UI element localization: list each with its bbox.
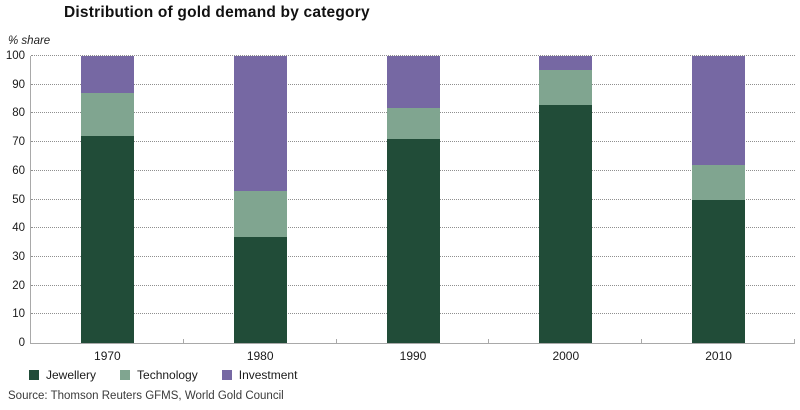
y-tick-label-50: 50: [12, 193, 25, 206]
bar-segment-jewellery-2000: [539, 104, 593, 343]
bar-segment-jewellery-1990: [386, 139, 440, 343]
y-tick-label-60: 60: [12, 164, 25, 177]
y-tick-label-30: 30: [12, 250, 25, 263]
y-tick-label-90: 90: [12, 78, 25, 91]
legend-item-jewellery: Jewellery: [29, 368, 96, 382]
legend-label-technology: Technology: [137, 368, 198, 382]
bar-segment-technology-1990: [386, 107, 440, 140]
y-tick-label-70: 70: [12, 136, 25, 149]
bar-segment-jewellery-1980: [233, 236, 287, 343]
x-tick-label-1990: 1990: [399, 349, 427, 363]
bar-segment-technology-1980: [233, 190, 287, 237]
legend-label-jewellery: Jewellery: [46, 368, 97, 382]
bar-segment-technology-2010: [692, 165, 746, 200]
legend-item-technology: Technology: [120, 368, 198, 382]
x-axis-tick: [335, 339, 337, 343]
legend-swatch-jewellery: [29, 370, 39, 380]
bar-segment-investment-1980: [233, 56, 287, 191]
bar-segment-investment-1970: [80, 56, 134, 94]
bar-2000: [539, 56, 593, 343]
x-tick-label-1980: 1980: [246, 349, 274, 363]
x-axis-tick: [488, 339, 490, 343]
x-axis-tick: [641, 339, 643, 343]
bar-2010: [692, 56, 746, 343]
y-tick-label-0: 0: [18, 337, 25, 349]
bar-segment-investment-1990: [386, 56, 440, 108]
bar-segment-investment-2000: [539, 56, 593, 71]
x-axis-tick: [182, 339, 184, 343]
bar-segment-investment-2010: [692, 56, 746, 166]
legend-label-investment: Investment: [238, 368, 298, 382]
y-tick-label-20: 20: [12, 279, 25, 292]
bar-segment-technology-1970: [80, 93, 134, 137]
source-note: Source: Thomson Reuters GFMS, World Gold…: [8, 390, 284, 402]
x-tick-label-1970: 1970: [94, 349, 121, 363]
gridline-100: [31, 55, 795, 56]
x-axis-tick: [794, 339, 795, 343]
plot-area: 1970 1980 1990 2000 2010: [30, 55, 795, 363]
bar-1990: [386, 56, 440, 343]
y-tick-label-40: 40: [12, 222, 25, 235]
x-tick-label-2010: 2010: [705, 349, 732, 363]
bar-segment-jewellery-1970: [80, 136, 134, 343]
bar-segment-jewellery-2010: [692, 199, 746, 343]
bar-1980: [233, 56, 287, 343]
x-tick-label-2000: 2000: [552, 349, 580, 363]
bar-segment-technology-2000: [539, 70, 593, 105]
y-tick-label-10: 10: [12, 308, 25, 321]
bar-1970: [80, 56, 134, 343]
legend-swatch-investment: [221, 370, 232, 380]
chart-legend: Jewellery Technology Investment: [29, 368, 321, 382]
y-tick-label-80: 80: [12, 107, 25, 120]
y-tick-label-100: 100: [5, 50, 25, 62]
chart-title: Distribution of gold demand by category: [64, 4, 370, 21]
legend-item-investment: Investment: [221, 368, 298, 382]
y-axis-unit-label: % share: [8, 35, 51, 47]
legend-swatch-technology: [120, 370, 131, 380]
